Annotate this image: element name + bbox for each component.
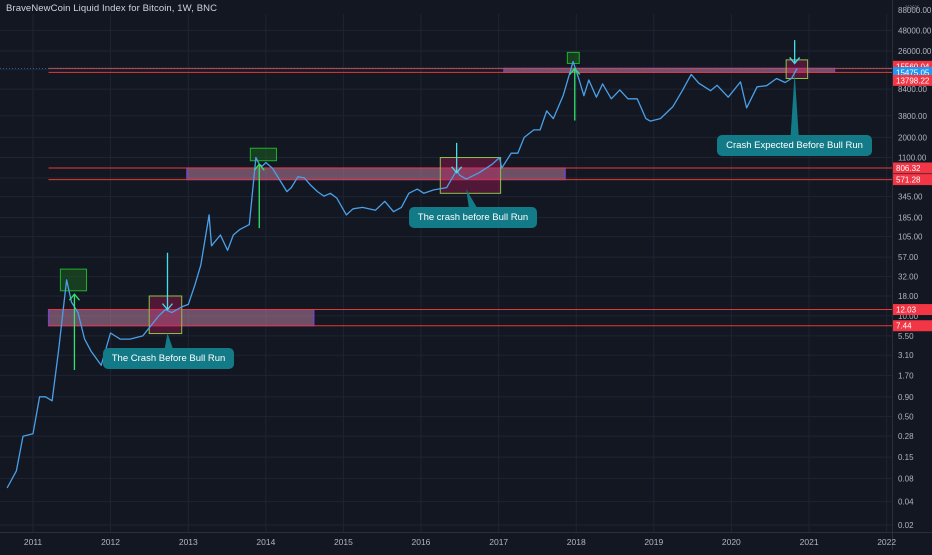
- y-tick-label: 32.00: [898, 273, 919, 282]
- y-tick-label: 0.15: [898, 453, 914, 462]
- peak-box: [249, 147, 277, 162]
- resistance-zone: [503, 67, 836, 73]
- price-label-bg: [893, 320, 932, 332]
- y-tick-label: 0.08: [898, 474, 914, 483]
- x-tick-label: 2020: [722, 537, 741, 547]
- price-label: 806.32: [896, 164, 921, 173]
- crash-box: [439, 157, 502, 194]
- down-arrow-head: [789, 57, 801, 65]
- x-tick-label: 2018: [567, 537, 586, 547]
- x-tick-label: 2022: [877, 537, 896, 547]
- price-label-bg: [893, 174, 932, 186]
- down-arrow-head: [161, 303, 173, 311]
- callout-pointer: [466, 189, 477, 208]
- x-tick-label: 2011: [24, 537, 43, 547]
- y-tick-label: 18.00: [898, 292, 919, 301]
- y-tick-label: 26000.00: [898, 47, 932, 56]
- peak-box: [59, 268, 88, 292]
- y-tick-label: 57.00: [898, 253, 919, 262]
- up-arrow-head: [569, 67, 581, 75]
- down-arrow-head: [451, 166, 463, 174]
- up-arrow-head: [253, 163, 265, 171]
- price-label-bg: [893, 67, 932, 79]
- y-tick-label: 0.90: [898, 393, 914, 402]
- y-tick-label: 185.00: [898, 214, 923, 223]
- callout-pointer: [164, 332, 173, 349]
- x-tick-label: 2016: [411, 537, 430, 547]
- price-label-bg: [893, 304, 932, 316]
- price-series-line: [6, 60, 798, 489]
- y-tick-label: 10.00: [898, 312, 919, 321]
- y-tick-label: 0.04: [898, 498, 914, 507]
- callout-label: The Crash Before Bull Run: [102, 348, 235, 370]
- y-tick-label: 3800.00: [898, 112, 927, 121]
- axis-watermark: XXX: [905, 5, 919, 12]
- x-tick-label: 2012: [101, 537, 120, 547]
- y-tick-label: 2000.00: [898, 133, 927, 142]
- up-arrow-head: [68, 293, 80, 301]
- y-tick-label: 3.10: [898, 351, 914, 360]
- resistance-zone: [186, 167, 566, 181]
- price-label-bg: [893, 60, 932, 72]
- y-tick-label: 0.50: [898, 413, 914, 422]
- chart-title: BraveNewCoin Liquid Index for Bitcoin, 1…: [6, 3, 218, 14]
- y-tick-label: 48000.00: [898, 26, 932, 35]
- callout-label: The crash before Bull Run: [408, 207, 538, 229]
- x-tick-label: 2015: [334, 537, 353, 547]
- price-label: 571.28: [896, 176, 921, 185]
- price-label-bg: [893, 74, 932, 86]
- price-label: 7.44: [896, 322, 912, 331]
- y-tick-label: 8400.00: [898, 85, 927, 94]
- price-label: 15475.05: [896, 69, 930, 78]
- price-label: 12.03: [896, 306, 917, 315]
- crash-box: [148, 295, 183, 335]
- y-tick-label: 88000.00: [898, 6, 932, 15]
- y-axis-panel: [893, 0, 932, 550]
- y-tick-label: 1.70: [898, 371, 914, 380]
- callout-label: Crash Expected Before Bull Run: [717, 134, 872, 156]
- x-tick-label: 2019: [644, 537, 663, 547]
- callout-pointer: [790, 72, 799, 135]
- price-label: 13798.22: [896, 76, 930, 85]
- price-label: 15560.04: [896, 62, 930, 71]
- y-tick-label: 0.28: [898, 432, 914, 441]
- y-tick-label: 5.50: [898, 332, 914, 341]
- x-tick-label: 2014: [256, 537, 275, 547]
- x-tick-label: 2013: [179, 537, 198, 547]
- x-tick-label: 2017: [489, 537, 508, 547]
- y-tick-label: 105.00: [898, 233, 923, 242]
- y-tick-label: 345.00: [898, 193, 923, 202]
- y-tick-label: 1100.00: [898, 154, 927, 163]
- price-label-bg: [893, 162, 932, 174]
- x-tick-label: 2021: [800, 537, 819, 547]
- y-tick-label: 0.02: [898, 521, 914, 530]
